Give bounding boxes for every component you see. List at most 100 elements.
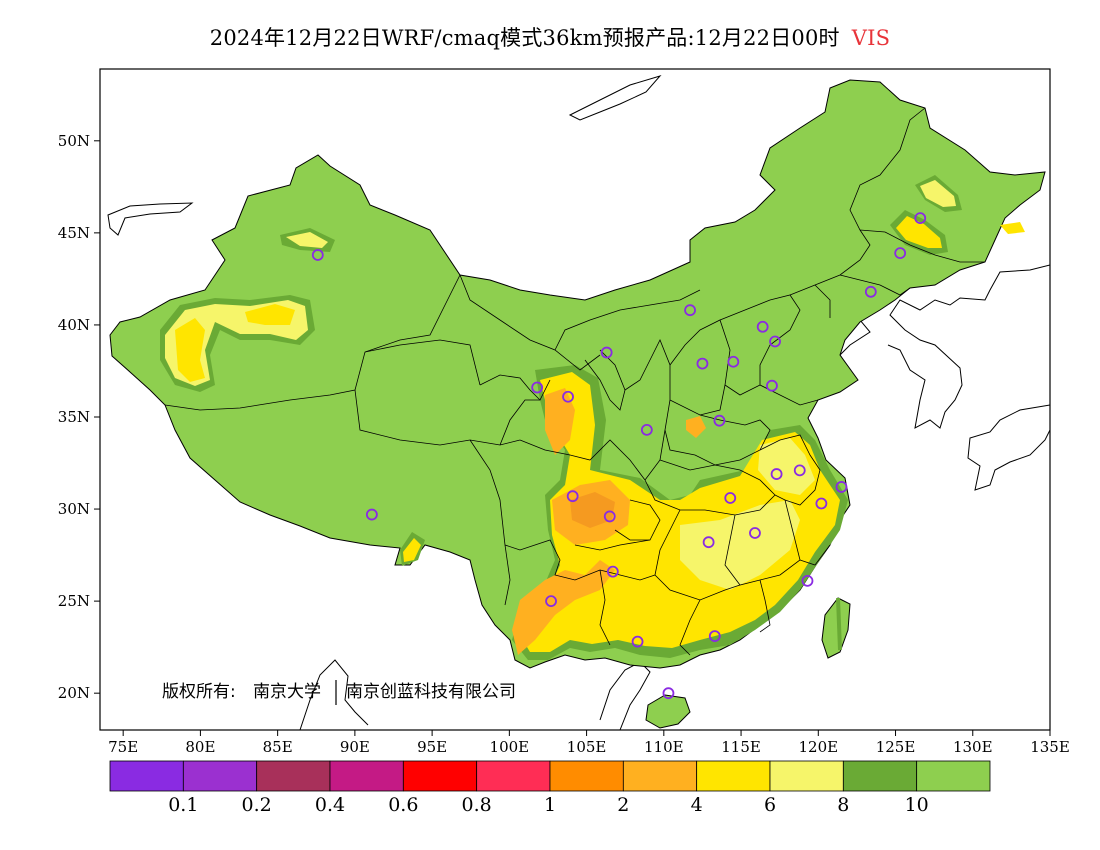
longitude-axis: 75E 80E 85E 90E 95E 100E 105E 110E 115E 120E 125E 1… (108, 730, 1070, 756)
city-marker (835, 481, 848, 493)
boundary-jilin-liaoning (839, 274, 911, 296)
lon-tick-label: 130E (953, 738, 993, 756)
city-marker (662, 687, 675, 700)
boundary-chongqing (614, 499, 661, 541)
lon-tick-label: 120E (798, 738, 838, 756)
colorbar-label: 0.8 (462, 794, 492, 816)
coastline-russia (568, 75, 662, 121)
boundary-inner-mongolia-ne (789, 107, 926, 296)
boundary-hebei (719, 294, 801, 396)
lon-tick-label: 100E (490, 738, 530, 756)
city-marker (566, 490, 579, 503)
boundary-zhejiang-jiangxi (759, 499, 801, 581)
boundary-xinjiang-qinghai (364, 339, 481, 386)
city-marker (749, 527, 761, 539)
city-marker (531, 381, 544, 394)
city-marker (815, 497, 828, 510)
province-boundaries (164, 107, 985, 656)
city-marker (562, 390, 574, 403)
vis-zone-yunnan-gold (512, 560, 615, 655)
city-marker (545, 595, 557, 608)
city-marker (914, 212, 927, 225)
colorbar: 0.1 0.2 0.4 0.6 0.8 1 2 4 6 8 10 (109, 760, 991, 816)
colorbar-swatch (842, 760, 918, 792)
colorbar-swatch (109, 760, 184, 792)
taiwan-coast (836, 597, 842, 651)
colorbar-swatch (549, 760, 624, 792)
coastline-southasia (299, 659, 369, 730)
city-marker (727, 355, 740, 368)
city-marker (724, 492, 737, 504)
boundary-xinjiang-tibet (164, 274, 461, 411)
copyright-org1: 南京大学 (253, 682, 321, 702)
city-marker (702, 536, 715, 549)
lon-tick-label: 135E (1030, 738, 1070, 756)
boundary-guangxi-guangdong (679, 599, 701, 656)
taiwan (821, 597, 851, 659)
boundary-inner-mongolia-gansu (554, 289, 701, 351)
city-marker (600, 346, 613, 359)
vis-zone-northeast-yellow (920, 180, 956, 207)
boundary-hubei (644, 459, 776, 516)
boundary-ningxia (584, 349, 626, 411)
city-marker (365, 508, 378, 521)
coastline-indochina (599, 661, 651, 730)
city-marker (696, 357, 709, 370)
boundary-sichuan-gansu (519, 439, 646, 481)
city-marker (708, 630, 721, 642)
city-marker (311, 249, 324, 261)
colorbar-swatch (256, 760, 331, 792)
colorbar-swatch (696, 760, 771, 792)
colorbar-label: 10 (905, 794, 929, 816)
boundary-fujian-zhejiang (799, 544, 831, 566)
city-marker (640, 423, 653, 436)
colorbar-swatch (182, 760, 258, 792)
colorbar-label: 8 (837, 794, 849, 816)
coastline-korea-japan (887, 264, 1050, 429)
vis-zone-henan-gold (686, 416, 706, 438)
vis-zone-tibet-yellow (403, 538, 421, 562)
city-marker (864, 285, 877, 298)
boundary-sichuan-guizhou (574, 539, 651, 551)
boundary-guangdong-fujian (759, 579, 771, 633)
lon-tick-label: 90E (340, 738, 370, 756)
city-marker (603, 510, 616, 523)
colorbar-label: 2 (617, 794, 629, 816)
lat-tick-label: 50N (58, 132, 90, 150)
vis-zone-central-lightyellow (680, 500, 800, 590)
colorbar-swatch (916, 760, 991, 792)
lat-tick-label: 35N (58, 408, 90, 426)
boundary-jiangxi-hunan (724, 514, 761, 586)
city-markers (311, 212, 927, 700)
city-marker (793, 464, 806, 477)
city-marker (801, 574, 814, 587)
city-marker (606, 565, 619, 578)
colorbar-label: 6 (764, 794, 776, 816)
vis-zone-xinjiang-yellow-2 (245, 304, 295, 325)
latitude-axis: 50N 45N 40N 35N 30N 25N 20N (58, 132, 100, 702)
copyright-org2: 南京创蓝科技有限公司 (346, 682, 516, 702)
colorbar-swatch (476, 760, 551, 792)
boundary-sichuan-yunnan (504, 539, 601, 581)
colorbar-swatch (769, 760, 844, 792)
lon-tick-label: 125E (876, 738, 916, 756)
lon-tick-label: 85E (263, 738, 293, 756)
boundary-yunnan-guangxi (599, 569, 611, 646)
boundary-anhui-jiangsu (759, 434, 821, 506)
boundary-qinghai-sichuan (499, 399, 540, 446)
vis-zone-jilin-yellow (896, 216, 942, 248)
coastline-lake (107, 202, 194, 236)
map-frame (99, 68, 1051, 731)
city-marker (756, 320, 769, 333)
colorbar-label: 4 (691, 794, 703, 816)
title-main: 2024年12月22日WRF/cmaq模式36km预报产品:12月22日00时 (209, 26, 840, 50)
vis-zone-east-lightyellow (758, 438, 815, 495)
title-variable: VIS (851, 26, 891, 50)
city-marker (894, 247, 907, 260)
lat-tick-label: 40N (58, 316, 90, 334)
boundary-tibet-sichuan (469, 439, 511, 606)
lon-tick-label: 95E (417, 738, 447, 756)
vis-zone-sichuan-orange (570, 492, 615, 528)
colorbar-swatch (402, 760, 478, 792)
